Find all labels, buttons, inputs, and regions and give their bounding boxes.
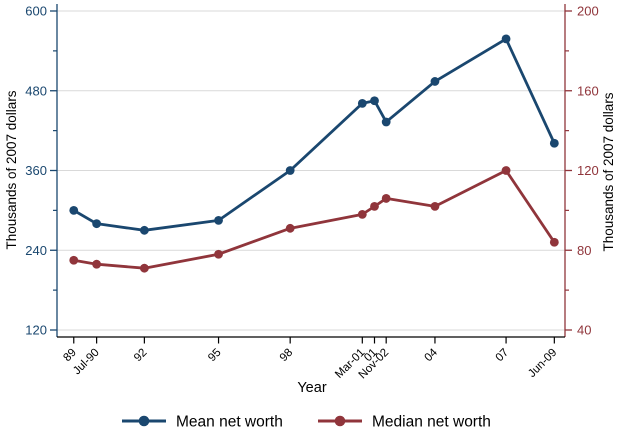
- y-axis-right-tick-label: 160: [577, 83, 599, 98]
- left-axis-title: Thousands of 2007 dollars: [4, 90, 19, 249]
- y-axis-right-tick-label: 80: [577, 243, 591, 258]
- median-data-point: [370, 201, 379, 211]
- median-data-point: [549, 237, 559, 247]
- mean-data-point: [381, 117, 391, 127]
- y-axis-right-tick-label: 120: [577, 163, 599, 178]
- y-axis-right-tick-label: 40: [577, 323, 591, 338]
- mean-data-point: [214, 215, 223, 225]
- legend: Mean net worth Median net worth: [122, 414, 491, 431]
- median-legend-label: Median net worth: [372, 414, 491, 431]
- x-axis-tick-label: 92: [132, 347, 150, 365]
- median-data-point: [139, 263, 149, 273]
- mean-data-point: [139, 225, 149, 235]
- y-axis-left-tick-label: 240: [25, 243, 47, 258]
- median-data-point: [69, 255, 79, 265]
- y-axis-left-tick-label: 120: [25, 323, 47, 338]
- right-axis-title: Thousands of 2007 dollars: [601, 92, 616, 251]
- legend-item-mean: Mean net worth: [122, 414, 283, 431]
- median-data-point: [381, 194, 391, 203]
- mean-legend-label: Mean net worth: [176, 414, 283, 431]
- mean-data-point: [357, 98, 367, 108]
- x-axis-tick-label: Jul-90: [71, 347, 102, 378]
- mean-data-point: [69, 205, 79, 215]
- mean-series-line: [72, 37, 556, 232]
- median-data-point: [357, 209, 367, 219]
- mean-data-point: [92, 219, 102, 229]
- median-data-point: [501, 166, 511, 175]
- x-axis-title: Year: [297, 380, 326, 396]
- legend-item-median: Median net worth: [318, 414, 491, 431]
- mean-data-point: [370, 96, 379, 106]
- x-axis-tick-label: 95: [206, 347, 224, 365]
- mean-data-point: [285, 166, 295, 175]
- mean-legend-marker-icon: [138, 415, 150, 427]
- mean-data-point: [501, 34, 511, 44]
- median-data-point: [214, 249, 223, 259]
- x-axis-tick-label: 89: [61, 347, 79, 365]
- mean-data-point: [549, 138, 559, 148]
- median-series-line: [72, 169, 556, 270]
- median-data-point: [430, 201, 440, 211]
- x-axis-tick-label: 04: [423, 346, 441, 364]
- median-data-point: [285, 223, 295, 233]
- mean-data-point: [430, 77, 440, 86]
- y-axis-left-tick-label: 480: [25, 83, 47, 98]
- x-axis-tick-label: 98: [278, 347, 296, 365]
- median-data-point: [92, 259, 102, 269]
- median-legend-marker-icon: [334, 415, 346, 427]
- x-axis-tick-label: Jun-09: [526, 347, 559, 380]
- x-axis-tick-label: 07: [494, 347, 512, 365]
- y-axis-left-tick-label: 360: [25, 163, 47, 178]
- y-axis-right-tick-label: 200: [577, 4, 599, 19]
- series: [69, 34, 559, 273]
- y-axis-left-tick-label: 600: [25, 4, 47, 19]
- gridlines: [57, 10, 565, 331]
